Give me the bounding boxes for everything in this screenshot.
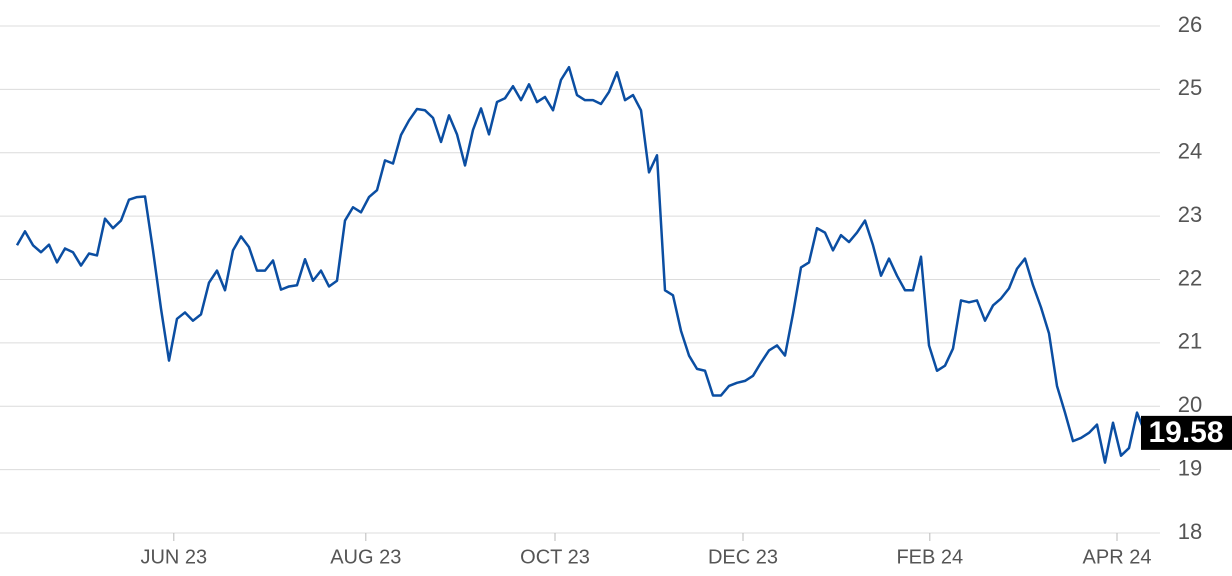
- y-tick-label: 20: [1178, 392, 1202, 417]
- y-tick-label: 23: [1178, 202, 1202, 227]
- last-price-box: [1141, 415, 1232, 450]
- y-tick-label: 18: [1178, 519, 1202, 544]
- y-tick-label: 21: [1178, 329, 1202, 354]
- x-tick-label: APR 24: [1083, 546, 1152, 568]
- last-price-label: 19.58: [1148, 416, 1223, 449]
- y-tick-label: 19: [1178, 455, 1202, 480]
- x-tick-label: JUN 23: [140, 546, 207, 568]
- y-tick-label: 22: [1178, 265, 1202, 290]
- x-tick-label: DEC 23: [708, 546, 778, 568]
- y-tick-label: 24: [1178, 139, 1202, 164]
- x-tick-label: AUG 23: [330, 546, 401, 568]
- x-tick-label: OCT 23: [520, 546, 590, 568]
- x-tick-label: FEB 24: [896, 546, 963, 568]
- y-tick-label: 25: [1178, 75, 1202, 100]
- y-tick-label: 26: [1178, 12, 1202, 37]
- price-line: [15, 65, 1147, 464]
